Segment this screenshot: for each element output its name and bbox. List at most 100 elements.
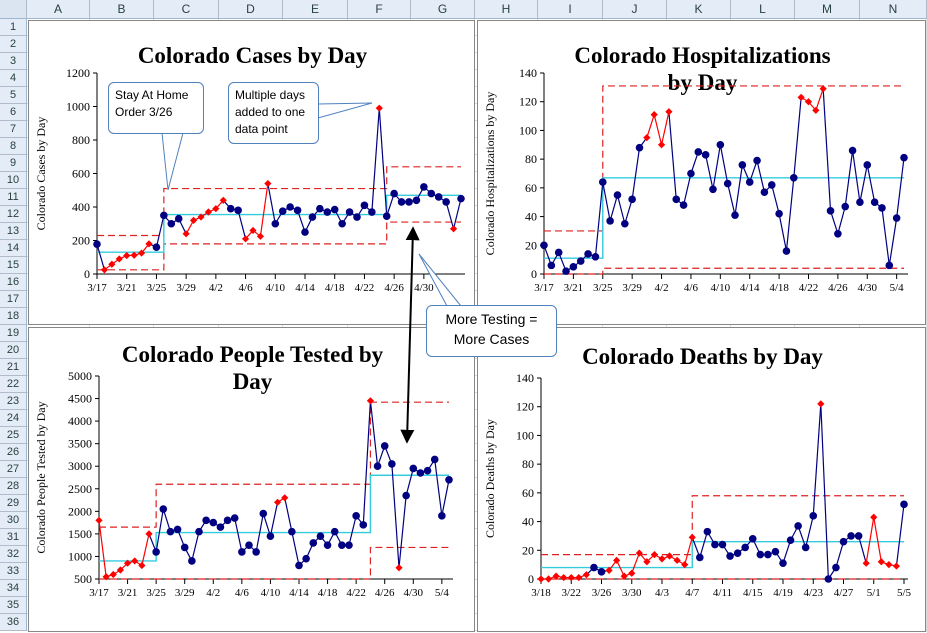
- row-header-25[interactable]: 25: [0, 427, 27, 444]
- signal-point: [123, 252, 130, 259]
- series-segment: [372, 108, 379, 212]
- stay-home-callout[interactable]: Stay At Home Order 3/26: [108, 82, 204, 134]
- series-segment: [806, 516, 814, 548]
- data-point: [825, 575, 833, 583]
- select-all-corner[interactable]: [0, 0, 27, 19]
- lower-limit-line: [99, 547, 449, 579]
- data-point: [288, 528, 296, 536]
- column-header-A[interactable]: A: [27, 0, 90, 19]
- x-tick-label: 4/10: [266, 282, 286, 294]
- signal-point: [689, 534, 696, 541]
- signal-point: [450, 225, 457, 232]
- row-header-31[interactable]: 31: [0, 529, 27, 546]
- x-tick-label: 3/25: [593, 282, 613, 294]
- series-segment: [874, 517, 882, 562]
- column-header-F[interactable]: F: [348, 0, 411, 19]
- row-header-5[interactable]: 5: [0, 87, 27, 104]
- row-header-10[interactable]: 10: [0, 172, 27, 189]
- series-segment: [442, 480, 449, 516]
- data-point: [878, 204, 886, 212]
- column-header-D[interactable]: D: [219, 0, 283, 19]
- data-point: [442, 198, 450, 206]
- multiple-days-callout[interactable]: Multiple days added to one data point: [228, 82, 319, 144]
- column-header-I[interactable]: I: [538, 0, 603, 19]
- row-header-8[interactable]: 8: [0, 138, 27, 155]
- data-point: [772, 548, 780, 556]
- row-header-7[interactable]: 7: [0, 121, 27, 138]
- row-header-13[interactable]: 13: [0, 223, 27, 240]
- row-header-17[interactable]: 17: [0, 291, 27, 308]
- column-header-J[interactable]: J: [603, 0, 667, 19]
- row-header-24[interactable]: 24: [0, 410, 27, 427]
- y-tick-label: 40: [522, 515, 534, 529]
- row-header-34[interactable]: 34: [0, 580, 27, 597]
- x-tick-label: 3/29: [622, 282, 642, 294]
- row-header-35[interactable]: 35: [0, 597, 27, 614]
- y-tick-label: 40: [525, 210, 537, 224]
- row-header-29[interactable]: 29: [0, 495, 27, 512]
- row-header-11[interactable]: 11: [0, 189, 27, 206]
- row-header-3[interactable]: 3: [0, 53, 27, 70]
- series-segment: [406, 468, 413, 495]
- row-header-28[interactable]: 28: [0, 478, 27, 495]
- row-header-2[interactable]: 2: [0, 36, 27, 53]
- row-header-15[interactable]: 15: [0, 257, 27, 274]
- series-segment: [786, 178, 793, 251]
- signal-point: [145, 530, 152, 537]
- data-point: [621, 220, 629, 228]
- column-header-H[interactable]: H: [475, 0, 538, 19]
- row-header-9[interactable]: 9: [0, 155, 27, 172]
- row-header-32[interactable]: 32: [0, 546, 27, 563]
- row-header-33[interactable]: 33: [0, 563, 27, 580]
- signal-point: [545, 575, 552, 582]
- column-header-E[interactable]: E: [283, 0, 348, 19]
- more-testing-callout[interactable]: More Testing = More Cases: [426, 305, 557, 357]
- column-header-L[interactable]: L: [731, 0, 795, 19]
- chart-title-line: Colorado Cases by Day: [138, 43, 368, 68]
- data-point: [863, 161, 871, 169]
- row-header-18[interactable]: 18: [0, 308, 27, 325]
- x-tick-label: 4/10: [261, 587, 281, 599]
- data-point: [153, 243, 161, 251]
- data-point: [719, 541, 727, 549]
- row-header-19[interactable]: 19: [0, 325, 27, 342]
- series-segment: [349, 516, 356, 545]
- row-header-4[interactable]: 4: [0, 70, 27, 87]
- row-header-27[interactable]: 27: [0, 461, 27, 478]
- column-header-C[interactable]: C: [154, 0, 219, 19]
- chart-title-line: Colorado Hospitalizations: [574, 43, 830, 68]
- series-segment: [625, 199, 632, 223]
- data-point: [555, 249, 563, 257]
- row-header-16[interactable]: 16: [0, 274, 27, 291]
- row-header-6[interactable]: 6: [0, 104, 27, 121]
- row-header-23[interactable]: 23: [0, 393, 27, 410]
- row-header-30[interactable]: 30: [0, 512, 27, 529]
- column-header-K[interactable]: K: [667, 0, 731, 19]
- column-header-M[interactable]: M: [795, 0, 860, 19]
- column-header-B[interactable]: B: [90, 0, 154, 19]
- x-tick-label: 4/22: [799, 282, 819, 294]
- column-header-G[interactable]: G: [411, 0, 475, 19]
- data-point: [374, 462, 382, 470]
- row-header-36[interactable]: 36: [0, 614, 27, 631]
- signal-point: [281, 494, 288, 501]
- y-tick-label: 200: [72, 234, 90, 248]
- row-header-21[interactable]: 21: [0, 359, 27, 376]
- data-point: [181, 544, 189, 552]
- row-header-12[interactable]: 12: [0, 206, 27, 223]
- row-header-26[interactable]: 26: [0, 444, 27, 461]
- signal-point: [537, 575, 544, 582]
- data-point: [352, 512, 360, 520]
- data-point: [420, 183, 428, 191]
- column-header-N[interactable]: N: [860, 0, 927, 19]
- row-header-22[interactable]: 22: [0, 376, 27, 393]
- row-header-1[interactable]: 1: [0, 19, 27, 36]
- row-header-14[interactable]: 14: [0, 240, 27, 257]
- row-header-20[interactable]: 20: [0, 342, 27, 359]
- data-point: [775, 210, 783, 218]
- x-tick-label: 3/18: [531, 587, 551, 599]
